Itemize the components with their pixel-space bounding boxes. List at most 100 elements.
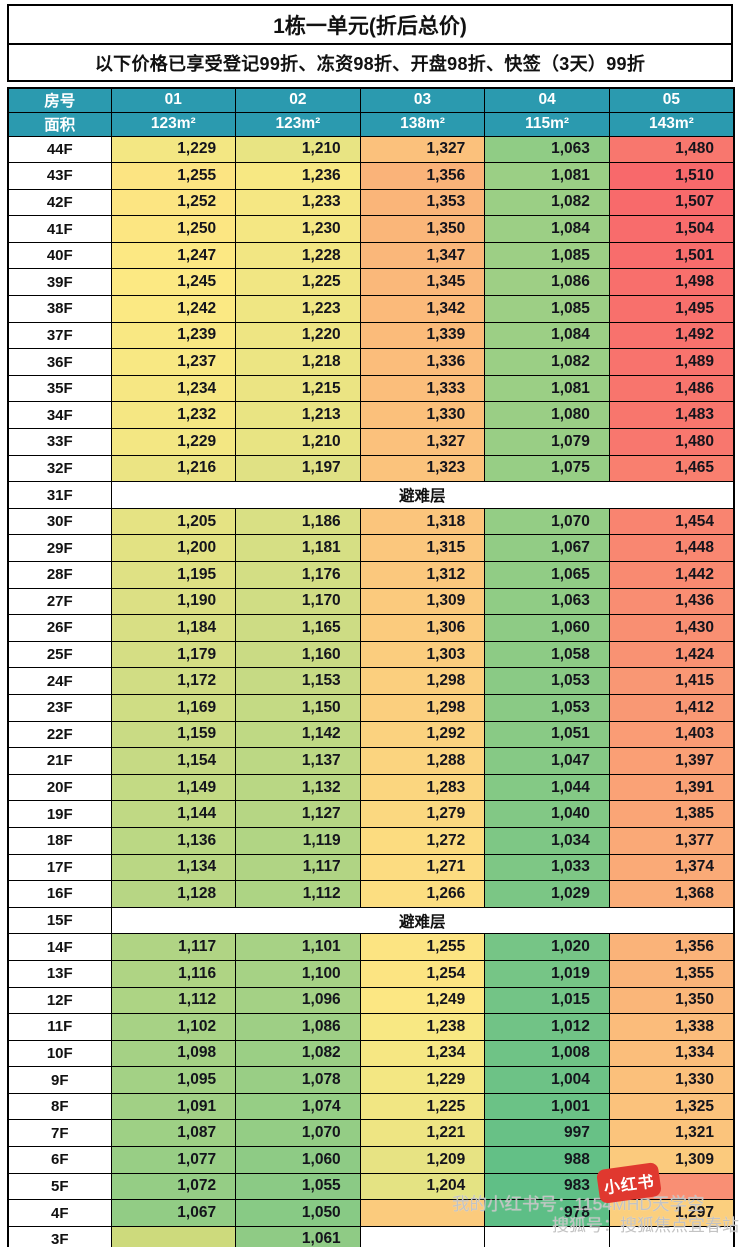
price-cell: 1,498 [608,268,735,297]
price-cell: 1,051 [484,720,610,749]
price-cell: 1,221 [359,1119,486,1148]
floor-row: 34F 1,232 1,213 1,330 1,080 1,483 [7,401,735,430]
price-cell: 1,072 [110,1172,237,1201]
floor-label: 20F [7,773,112,802]
refuge-floor-cell: 避难层 [110,481,735,509]
price-cell: 1,327 [359,135,486,164]
price-cell: 1,215 [235,374,361,403]
floor-label: 30F [7,507,112,536]
corner-area-label: 面积 [7,111,112,137]
floor-label: 18F [7,826,112,855]
price-cell: 1,063 [484,135,610,164]
floor-label: 19F [7,800,112,828]
unit-header-row: 房号 01 02 03 04 05 [7,87,735,113]
price-cell: 1,020 [484,933,610,961]
price-cell: 1,288 [359,747,486,775]
price-cell: 1,081 [484,374,610,403]
price-cell: 1,315 [359,534,486,562]
price-cell: 1,356 [608,933,735,961]
floor-label: 22F [7,720,112,749]
price-cell: 1,058 [484,640,610,669]
price-cell: 1,160 [235,640,361,669]
price-cell: 1,070 [235,1119,361,1148]
floor-row: 14F 1,117 1,101 1,255 1,020 1,356 [7,933,735,961]
empty-cell [359,1199,486,1227]
floor-row: 36F 1,237 1,218 1,336 1,082 1,489 [7,348,735,376]
price-cell: 1,234 [110,374,237,403]
empty-cell [359,1225,486,1247]
price-cell: 1,205 [110,507,237,536]
price-cell: 1,063 [484,587,610,616]
price-cell: 1,255 [110,162,237,190]
floor-row: 22F 1,159 1,142 1,292 1,051 1,403 [7,720,735,749]
price-cell: 1,237 [110,348,237,376]
price-cell: 1,091 [110,1092,237,1121]
floor-row: 5F 1,072 1,055 1,204 983 [7,1172,735,1201]
price-cell: 1,085 [484,241,610,270]
price-cell: 1,081 [484,162,610,190]
price-cell: 1,347 [359,241,486,270]
area-column-header: 115m² [484,111,610,137]
price-cell: 1,053 [484,693,610,722]
price-cell: 1,350 [359,215,486,243]
floor-row: 15F 避难层 [7,906,735,935]
price-cell: 1,334 [608,1039,735,1068]
price-cell: 1,318 [359,507,486,536]
price-cell: 1,271 [359,853,486,882]
price-cell: 1,403 [608,720,735,749]
price-cell: 1,250 [110,215,237,243]
floor-label: 33F [7,428,112,456]
price-cell: 1,266 [359,880,486,908]
price-cell: 1,128 [110,880,237,908]
floor-row: 20F 1,149 1,132 1,283 1,044 1,391 [7,773,735,802]
price-cell: 1,153 [235,667,361,695]
floor-row: 13F 1,116 1,100 1,254 1,019 1,355 [7,959,735,988]
floor-label: 13F [7,959,112,988]
price-cell: 1,172 [110,667,237,695]
floor-label: 16F [7,880,112,908]
floor-label: 7F [7,1119,112,1148]
floor-label: 37F [7,321,112,350]
price-cell: 1,098 [110,1039,237,1068]
price-cell: 1,454 [608,507,735,536]
empty-cell [608,1225,735,1247]
floor-row: 40F 1,247 1,228 1,347 1,085 1,501 [7,241,735,270]
price-cell: 1,082 [484,348,610,376]
floor-row: 12F 1,112 1,096 1,249 1,015 1,350 [7,986,735,1015]
price-cell: 1,079 [484,428,610,456]
price-cell: 1,195 [110,561,237,589]
floor-row: 9F 1,095 1,078 1,229 1,004 1,330 [7,1066,735,1094]
price-cell: 1,116 [110,959,237,988]
price-cell: 983 [484,1172,610,1201]
price-cell: 1,229 [359,1066,486,1094]
price-cell: 1,216 [110,454,237,483]
price-cell: 1,112 [110,986,237,1015]
price-cell: 1,223 [235,295,361,323]
price-cell: 1,080 [484,401,610,430]
floor-row: 39F 1,245 1,225 1,345 1,086 1,498 [7,268,735,297]
price-cell: 1,232 [110,401,237,430]
floor-label: 24F [7,667,112,695]
title-block: 1栋一单元(折后总价) 以下价格已享受登记99折、冻资98折、开盘98折、快签（… [7,4,733,82]
floor-label: 15F [7,906,112,935]
floor-row: 11F 1,102 1,086 1,238 1,012 1,338 [7,1013,735,1041]
price-cell: 1,325 [608,1092,735,1121]
price-cell: 1,239 [110,321,237,350]
floor-label: 23F [7,693,112,722]
price-cell: 1,176 [235,561,361,589]
price-cell: 1,119 [235,826,361,855]
price-cell: 1,333 [359,374,486,403]
floor-label: 32F [7,454,112,483]
price-cell: 978 [484,1199,610,1227]
price-cell: 1,338 [608,1013,735,1041]
floor-row: 27F 1,190 1,170 1,309 1,063 1,436 [7,587,735,616]
price-cell: 997 [484,1119,610,1148]
price-cell: 1,283 [359,773,486,802]
price-cell: 1,345 [359,268,486,297]
price-cell: 1,033 [484,853,610,882]
floor-row: 4F 1,067 1,050 978 1,297 [7,1199,735,1227]
price-table: 房号 01 02 03 04 05 面积 123m² 123m² 138m² 115m² 143m²… [7,87,735,1247]
price-cell: 1,330 [359,401,486,430]
floor-row: 42F 1,252 1,233 1,353 1,082 1,507 [7,188,735,217]
floor-row: 28F 1,195 1,176 1,312 1,065 1,442 [7,561,735,589]
